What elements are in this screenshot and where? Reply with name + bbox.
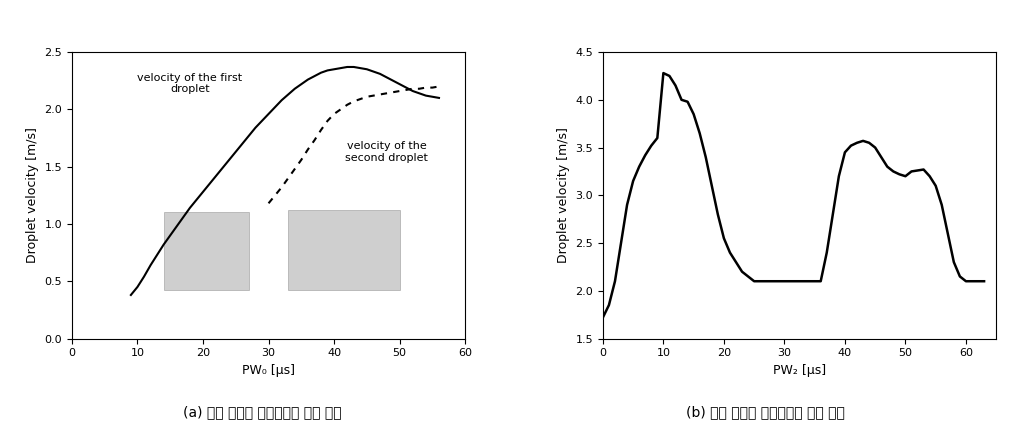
FancyBboxPatch shape (163, 213, 249, 290)
Text: velocity of the
second droplet: velocity of the second droplet (345, 141, 428, 163)
Text: (a) 단일 피에조 노즐에서의 토출 결과: (a) 단일 피에조 노즐에서의 토출 결과 (183, 406, 341, 420)
Text: (b) 이중 피에조 노즐에서의 토출 결과: (b) 이중 피에조 노즐에서의 토출 결과 (686, 406, 844, 420)
X-axis label: PW₂ [μs]: PW₂ [μs] (773, 364, 826, 377)
X-axis label: PW₀ [μs]: PW₀ [μs] (242, 364, 295, 377)
Text: velocity of the first
droplet: velocity of the first droplet (138, 72, 242, 94)
Y-axis label: Droplet velocity [m/s]: Droplet velocity [m/s] (26, 127, 39, 263)
Y-axis label: Droplet velocity [m/s]: Droplet velocity [m/s] (557, 127, 570, 263)
FancyBboxPatch shape (289, 210, 400, 290)
